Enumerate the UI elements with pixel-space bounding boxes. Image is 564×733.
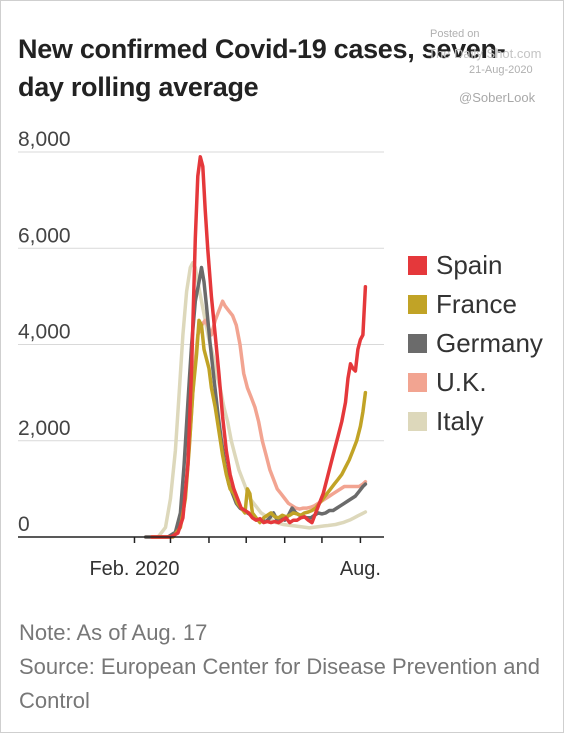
x-tick-label-feb2020: Feb. 2020 (89, 558, 179, 580)
legend-swatch-spain (408, 256, 427, 275)
y-tick-label-4000: 4,000 (18, 321, 71, 344)
legend-label-germany: Germany (436, 328, 543, 358)
y-tick-label-6000: 6,000 (18, 224, 71, 247)
series-lines (143, 155, 368, 539)
legend-label-italy: Italy (436, 406, 484, 436)
legend-swatch-france (408, 295, 427, 314)
watermark-site: The Daily Shot.com (428, 46, 542, 61)
legend-item-italy: Italy (408, 402, 543, 441)
watermark-date: 21-Aug-2020 (469, 64, 533, 76)
legend-label-uk: U.K. (436, 367, 487, 397)
y-tick-label-0: 0 (18, 513, 30, 536)
chart-title: New confirmed Covid-19 cases, seven-day … (18, 34, 506, 102)
x-tick-label-aug: Aug. (340, 558, 381, 580)
y-tick-label-8000: 8,000 (18, 128, 71, 151)
legend-label-france: France (436, 289, 517, 319)
watermark-posted: Posted on (430, 28, 480, 40)
legend-swatch-italy (408, 412, 427, 431)
legend-item-spain: Spain (408, 246, 543, 285)
chart-legend: Spain France Germany U.K. Italy (408, 246, 543, 441)
y-tick-label-2000: 2,000 (18, 417, 71, 440)
watermark-handle: @SoberLook (459, 90, 536, 105)
legend-label-spain: Spain (436, 250, 503, 280)
legend-item-germany: Germany (408, 324, 543, 363)
gridlines (18, 151, 384, 442)
series-line-france (150, 318, 368, 539)
legend-swatch-uk (408, 373, 427, 392)
note-text: Note: As of Aug. 17 (19, 620, 208, 645)
x-axis-ticks: Feb. 2020 Aug. (89, 558, 381, 580)
legend-item-uk: U.K. (408, 363, 543, 402)
legend-item-france: France (408, 285, 543, 324)
x-axis (18, 536, 384, 543)
source-text: Source: European Center for Disease Prev… (19, 654, 540, 713)
y-axis-ticks: 0 2,000 4,000 6,000 8,000 (18, 128, 71, 536)
series-line-spain (150, 155, 368, 539)
legend-swatch-germany (408, 334, 427, 353)
chart-notes: Note: As of Aug. 17 Source: European Cen… (19, 616, 559, 718)
series-line-uk (143, 299, 368, 539)
